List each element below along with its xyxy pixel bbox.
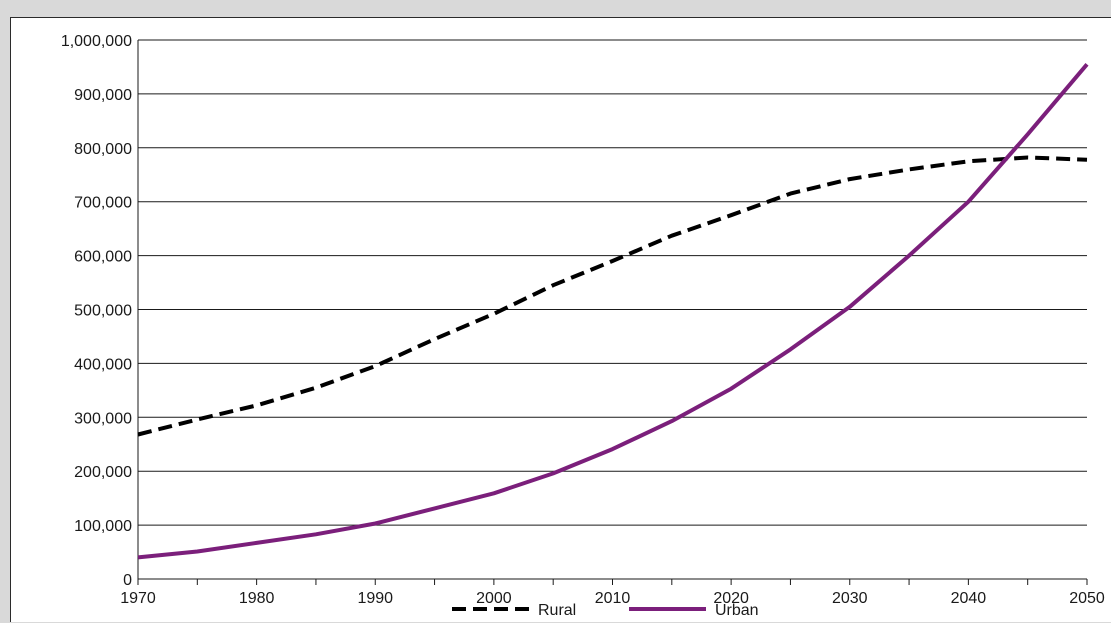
x-tick-label: 1970 [120, 590, 156, 607]
x-tick-label: 2040 [951, 590, 987, 607]
y-tick-label: 700,000 [74, 195, 132, 212]
y-tick-label: 500,000 [74, 303, 132, 320]
grid-lines [138, 39, 1087, 526]
x-tick-label: 2020 [713, 590, 749, 607]
legend-label-rural: Rural [538, 602, 576, 619]
legend: Rural Urban [452, 602, 759, 619]
y-tick-label: 300,000 [74, 410, 132, 427]
legend-label-urban: Urban [715, 602, 759, 619]
chart-panel: 0 100,000 200,000 300,000 400,000 500,000 600,… [10, 17, 1111, 622]
series-line-urban [137, 63, 1089, 560]
series-lines [137, 63, 1089, 560]
axes: 0 100,000 200,000 300,000 400,000 500,000 600,… [61, 33, 1105, 607]
x-tick-label: 1990 [357, 590, 393, 607]
x-tick-label: 2030 [832, 590, 868, 607]
y-tick-label: 0 [123, 572, 132, 589]
y-tick-label: 1,000,000 [61, 33, 132, 50]
x-tick-label: 2000 [476, 590, 512, 607]
x-tick-label: 2010 [595, 590, 631, 607]
x-tick-label: 1980 [239, 590, 275, 607]
y-tick-label: 100,000 [74, 518, 132, 535]
y-tick-label: 200,000 [74, 464, 132, 481]
x-tick-label: 2050 [1069, 590, 1105, 607]
series-line-rural [137, 155, 1088, 437]
y-tick-label: 400,000 [74, 356, 132, 373]
y-tick-label: 900,000 [74, 87, 132, 104]
line-chart: 0 100,000 200,000 300,000 400,000 500,000 600,… [61, 33, 1105, 619]
y-tick-label: 800,000 [74, 141, 132, 158]
y-tick-label: 600,000 [74, 249, 132, 266]
